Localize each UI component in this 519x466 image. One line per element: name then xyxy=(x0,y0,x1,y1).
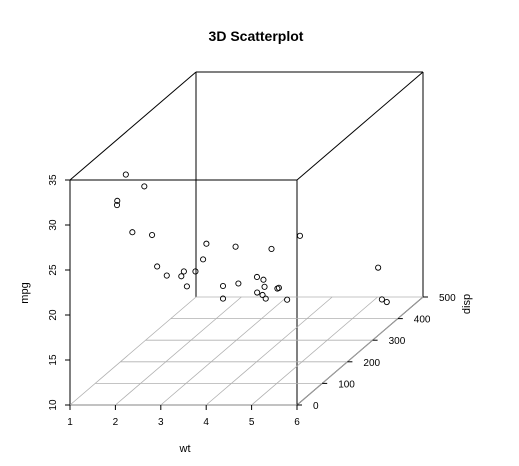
x-tick-label: 5 xyxy=(249,417,255,428)
y-tick-label: 200 xyxy=(363,358,380,369)
data-point xyxy=(141,183,148,190)
data-point xyxy=(129,229,136,236)
axis-ticks: 1 2 3 4 5 6 0 100 200 300 400 500 10 15 20 25 30 35 xyxy=(48,174,456,428)
data-point xyxy=(375,264,382,271)
grid-line-x xyxy=(296,296,424,406)
data-point xyxy=(284,296,291,303)
y-tick-label: 100 xyxy=(338,379,355,390)
data-point xyxy=(235,280,242,287)
x-axis-label: wt xyxy=(179,443,191,455)
grid-line-x xyxy=(115,296,242,406)
data-point xyxy=(219,295,227,302)
data-point xyxy=(378,296,385,303)
data-point xyxy=(259,291,266,299)
floor-grid xyxy=(69,296,424,406)
data-point xyxy=(296,232,304,239)
z-axis-label: mpg xyxy=(19,282,31,303)
data-point xyxy=(178,273,185,280)
data-point xyxy=(254,289,261,296)
data-points xyxy=(113,171,390,306)
y-axis-label: disp xyxy=(461,294,473,314)
grid-line-x xyxy=(160,296,288,406)
z-tick-label: 25 xyxy=(48,264,59,276)
grid-line-x xyxy=(251,296,378,406)
z-tick-label: 10 xyxy=(48,399,59,411)
data-point xyxy=(253,273,261,281)
z-tick-label: 30 xyxy=(48,219,59,231)
plot-box xyxy=(69,71,424,406)
grid-line-x xyxy=(205,296,333,406)
data-point xyxy=(122,171,129,178)
x-tick-label: 1 xyxy=(67,417,73,428)
data-point xyxy=(114,197,121,204)
data-point xyxy=(113,201,121,209)
data-point xyxy=(260,276,267,283)
x-tick-label: 4 xyxy=(203,417,209,428)
y-tick-label: 300 xyxy=(389,336,406,347)
data-point xyxy=(275,284,282,291)
data-point xyxy=(268,245,275,252)
data-point xyxy=(219,282,227,290)
box-edge xyxy=(296,71,424,181)
data-point xyxy=(163,272,170,279)
chart-title: 3D Scatterplot xyxy=(209,28,304,44)
box-edge xyxy=(69,71,197,181)
z-tick-label: 20 xyxy=(48,309,59,321)
data-point xyxy=(192,268,199,275)
data-point xyxy=(261,283,268,290)
data-point xyxy=(183,283,190,290)
data-point xyxy=(203,240,210,247)
y-tick-label: 400 xyxy=(414,315,431,326)
data-point xyxy=(262,295,269,302)
z-tick-label: 15 xyxy=(48,354,59,366)
data-point xyxy=(383,298,390,306)
data-point xyxy=(200,256,207,263)
grid-line-x xyxy=(69,296,197,406)
data-point xyxy=(149,231,156,239)
data-point xyxy=(154,263,161,270)
data-point xyxy=(180,268,187,275)
x-tick-label: 6 xyxy=(294,417,300,428)
y-tick-label: 500 xyxy=(439,293,456,304)
y-tick-label: 0 xyxy=(313,401,319,412)
data-point xyxy=(232,243,239,250)
x-tick-label: 2 xyxy=(113,417,119,428)
z-tick-label: 35 xyxy=(48,174,59,186)
x-tick-label: 3 xyxy=(158,417,164,428)
